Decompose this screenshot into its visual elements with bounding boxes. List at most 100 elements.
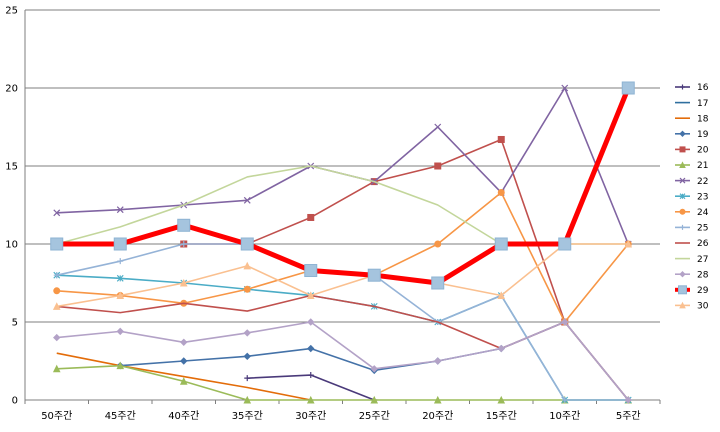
data-point-25 xyxy=(561,397,568,403)
data-point-30 xyxy=(306,291,315,299)
legend-label: 29 xyxy=(697,286,709,296)
x-tick-label: 10주간 xyxy=(549,410,580,422)
data-point-29 xyxy=(177,218,191,232)
legend-item-30: 30 xyxy=(675,302,709,312)
series-lines xyxy=(50,81,635,404)
data-point-28 xyxy=(53,333,61,342)
x-tick-label: 30주간 xyxy=(295,410,326,422)
data-point-25 xyxy=(180,241,187,247)
series-18-line xyxy=(56,352,311,401)
data-point-28 xyxy=(243,329,251,337)
series-26-line xyxy=(56,294,629,401)
series-20-line xyxy=(183,138,566,323)
data-point-24 xyxy=(53,287,61,295)
legend-item-23: 23 xyxy=(675,192,708,202)
series-27-line xyxy=(56,165,629,245)
data-point-24 xyxy=(243,285,251,293)
series-29 xyxy=(50,81,635,290)
legend-label: 23 xyxy=(697,192,708,202)
legend-label: 16 xyxy=(697,83,709,93)
data-point-29 xyxy=(304,264,318,278)
data-point-25 xyxy=(53,272,60,279)
legend-label: 28 xyxy=(697,270,709,280)
legend-item-17: 17 xyxy=(675,99,708,109)
series-21-line xyxy=(56,364,629,401)
y-tick-label: 5 xyxy=(12,318,18,329)
data-point-23 xyxy=(116,274,124,282)
data-point-21 xyxy=(243,395,252,404)
legend-marker xyxy=(680,84,685,90)
series-26 xyxy=(56,294,629,401)
legend-item-19: 19 xyxy=(675,130,709,140)
x-tick-label: 40주간 xyxy=(168,410,199,422)
data-point-21 xyxy=(116,361,125,370)
series-18 xyxy=(56,352,311,401)
data-point-28 xyxy=(624,396,632,404)
x-tick-label: 15주간 xyxy=(486,410,517,422)
data-point-20 xyxy=(497,135,505,143)
data-point-22 xyxy=(434,123,442,131)
data-point-30 xyxy=(52,302,61,310)
series-29-line xyxy=(56,87,631,286)
legend-item-21: 21 xyxy=(675,161,708,171)
y-tick-label: 25 xyxy=(5,6,18,17)
series-20 xyxy=(180,135,569,326)
data-point-30 xyxy=(624,239,633,248)
axes: 0 5 10 15 20 25 50주간 45주간 40주간 35주간 30주간 25주간 20주간 15… xyxy=(5,6,661,422)
data-point-30 xyxy=(243,261,252,270)
legend-label: 20 xyxy=(697,146,709,156)
y-tick-label: 10 xyxy=(5,240,18,251)
y-tick-label: 15 xyxy=(5,162,18,173)
data-point-19 xyxy=(307,344,315,353)
data-point-20 xyxy=(434,162,442,170)
series-28 xyxy=(53,318,632,404)
legend-item-27: 27 xyxy=(675,255,708,265)
x-tick-label: 25주간 xyxy=(359,410,390,422)
data-point-16 xyxy=(307,372,314,379)
legend-label: 22 xyxy=(697,177,708,187)
data-point-22 xyxy=(53,209,61,217)
data-point-29 xyxy=(240,237,254,251)
legend-item-20: 20 xyxy=(675,146,709,156)
legend-label: 17 xyxy=(697,99,708,109)
series-30-line xyxy=(56,243,629,308)
data-point-25 xyxy=(117,258,124,265)
legend-marker xyxy=(680,224,685,230)
data-point-28 xyxy=(307,318,315,326)
y-tick-label: 20 xyxy=(5,84,18,95)
data-point-28 xyxy=(497,344,505,353)
legend-label: 27 xyxy=(697,255,708,265)
data-point-22 xyxy=(243,196,251,204)
data-point-29 xyxy=(558,237,572,251)
data-point-29 xyxy=(621,81,635,95)
legend-marker xyxy=(679,177,686,184)
data-point-29 xyxy=(494,237,508,251)
data-point-21 xyxy=(370,395,379,404)
data-point-28 xyxy=(434,357,442,365)
legend-item-25: 25 xyxy=(675,224,708,234)
x-tick-label: 45주간 xyxy=(105,410,136,422)
data-point-21 xyxy=(52,364,61,373)
legend-item-18: 18 xyxy=(675,114,709,124)
legend-marker xyxy=(678,285,687,295)
legend-item-28: 28 xyxy=(675,270,709,280)
data-point-19 xyxy=(180,357,188,365)
x-tick-label: 35주간 xyxy=(232,410,263,422)
data-point-28 xyxy=(370,365,378,373)
series-24 xyxy=(53,189,632,326)
legend-label: 26 xyxy=(697,239,709,249)
y-tick-label: 0 xyxy=(12,396,18,407)
data-point-28 xyxy=(180,338,188,346)
data-point-21 xyxy=(497,395,506,404)
data-point-16 xyxy=(244,375,251,382)
legend-marker xyxy=(679,130,686,138)
series-23-line xyxy=(56,274,629,401)
legend-marker xyxy=(679,270,686,278)
data-point-21 xyxy=(433,395,442,404)
data-point-30 xyxy=(179,278,188,287)
data-point-22 xyxy=(561,84,569,92)
data-point-29 xyxy=(50,237,64,251)
legend-marker xyxy=(679,146,686,153)
